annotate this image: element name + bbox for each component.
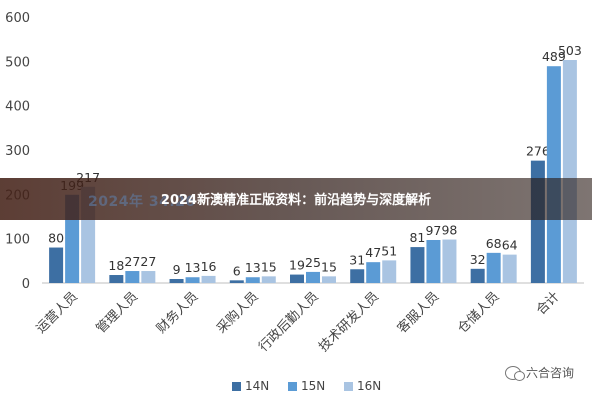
watermark: 六合咨询 bbox=[504, 364, 574, 381]
data-label: 47 bbox=[365, 245, 381, 260]
bar-15n bbox=[185, 277, 200, 283]
data-label: 13 bbox=[185, 260, 201, 275]
data-label: 503 bbox=[558, 43, 582, 58]
x-tick-label: 财务人员 bbox=[153, 289, 201, 337]
bar-14n bbox=[169, 279, 184, 283]
x-tick-label: 行政后勤人员 bbox=[256, 289, 322, 355]
bar-16n bbox=[502, 254, 517, 283]
wechat-icon bbox=[504, 365, 525, 381]
watermark-text: 六合咨询 bbox=[525, 366, 574, 380]
bar-16n bbox=[382, 260, 397, 283]
legend-label-16n: 16N bbox=[357, 379, 381, 393]
data-label: 64 bbox=[502, 238, 518, 253]
data-label: 6 bbox=[233, 263, 241, 278]
data-label: 18 bbox=[108, 258, 124, 273]
data-label: 19 bbox=[289, 258, 305, 273]
bar-16n bbox=[261, 276, 276, 283]
data-label: 15 bbox=[321, 259, 337, 274]
bar-15n bbox=[245, 277, 260, 283]
bar-14n bbox=[290, 274, 304, 283]
legend-label-15n: 15N bbox=[301, 379, 325, 393]
data-label: 27 bbox=[140, 254, 156, 269]
data-label: 489 bbox=[542, 49, 566, 64]
legend-label-14n: 14N bbox=[245, 379, 269, 393]
y-tick-label: 600 bbox=[5, 11, 30, 26]
x-tick-label: 合计 bbox=[534, 289, 563, 318]
bar-16n bbox=[322, 276, 336, 283]
y-tick-label: 400 bbox=[5, 100, 30, 115]
bar-15n bbox=[366, 262, 381, 283]
bar-15n bbox=[125, 271, 140, 283]
data-label: 80 bbox=[48, 231, 64, 246]
data-label: 31 bbox=[349, 252, 365, 267]
data-label: 51 bbox=[381, 243, 397, 258]
bar-15n bbox=[486, 252, 501, 283]
data-label: 16 bbox=[201, 259, 217, 274]
legend-swatch-14n bbox=[232, 382, 241, 391]
bar-14n bbox=[410, 247, 425, 283]
x-tick-label: 运营人员 bbox=[34, 289, 81, 336]
x-tick-label: 采购人员 bbox=[214, 289, 262, 337]
legend-swatch-16n bbox=[344, 382, 353, 391]
data-label: 276 bbox=[526, 144, 550, 159]
y-tick-label: 500 bbox=[5, 55, 30, 70]
data-label: 32 bbox=[470, 252, 486, 267]
x-tick-label: 技术研发人员 bbox=[316, 289, 382, 355]
data-label: 15 bbox=[261, 259, 277, 274]
data-label: 25 bbox=[305, 255, 321, 270]
bar-16n bbox=[442, 239, 457, 283]
data-label: 13 bbox=[245, 260, 261, 275]
x-tick-label: 仓储人员 bbox=[455, 289, 502, 336]
bar-14n bbox=[350, 269, 365, 283]
bar-14n bbox=[49, 247, 64, 283]
banner-ghost-text: 2024年 34.26 bbox=[88, 194, 196, 210]
legend-swatch-15n bbox=[288, 382, 297, 391]
banner-title: 2024新澳精准正版资料：前沿趋势与深度解析 bbox=[160, 193, 432, 208]
bar-16n bbox=[141, 271, 156, 283]
bar-15n bbox=[546, 66, 561, 284]
data-label: 9 bbox=[173, 262, 181, 277]
x-tick-label: 客服人员 bbox=[394, 289, 442, 337]
x-tick-label: 管理人员 bbox=[94, 289, 141, 336]
y-tick-label: 100 bbox=[5, 233, 30, 248]
data-label: 98 bbox=[441, 223, 457, 238]
bar-15n bbox=[426, 239, 441, 283]
bar-16n bbox=[201, 275, 216, 283]
bar-15n bbox=[306, 271, 320, 283]
data-label: 97 bbox=[425, 223, 441, 238]
data-label: 68 bbox=[486, 236, 502, 251]
data-label: 27 bbox=[124, 254, 140, 269]
bar-16n bbox=[562, 60, 577, 284]
bar-14n bbox=[470, 268, 485, 283]
bar-14n bbox=[109, 275, 124, 283]
bar-14n bbox=[229, 280, 244, 283]
y-tick-label: 0 bbox=[22, 277, 30, 292]
y-tick-label: 300 bbox=[5, 144, 30, 159]
overlay-banner bbox=[0, 178, 592, 220]
data-label: 81 bbox=[409, 230, 425, 245]
